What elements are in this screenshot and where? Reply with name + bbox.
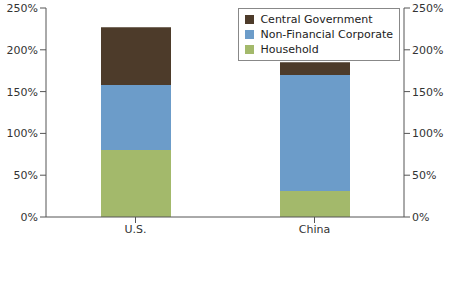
svg-text:250%: 250% — [8, 2, 38, 15]
html-text:Non-Financial Corporate: Non-Financial Corporate — [260, 28, 393, 41]
svg-text:150%: 150% — [8, 86, 38, 99]
svg-text:100%: 100% — [8, 127, 38, 140]
html-text:Central Government: Central Government — [260, 13, 373, 26]
svg-text:China: China — [299, 223, 330, 236]
svg-text:200%: 200% — [8, 44, 38, 57]
svg-text:100%: 100% — [412, 127, 442, 140]
svg-text:U.S.: U.S. — [124, 223, 146, 236]
svg-text:0%: 0% — [412, 211, 429, 224]
html-text:Household: Household — [260, 43, 319, 56]
svg-text:50%: 50% — [412, 169, 436, 182]
svg-text:250%: 250% — [412, 2, 442, 15]
svg-text:50%: 50% — [14, 169, 38, 182]
svg-text:150%: 150% — [412, 86, 442, 99]
svg-text:0%: 0% — [21, 211, 38, 224]
svg-text:200%: 200% — [412, 44, 442, 57]
